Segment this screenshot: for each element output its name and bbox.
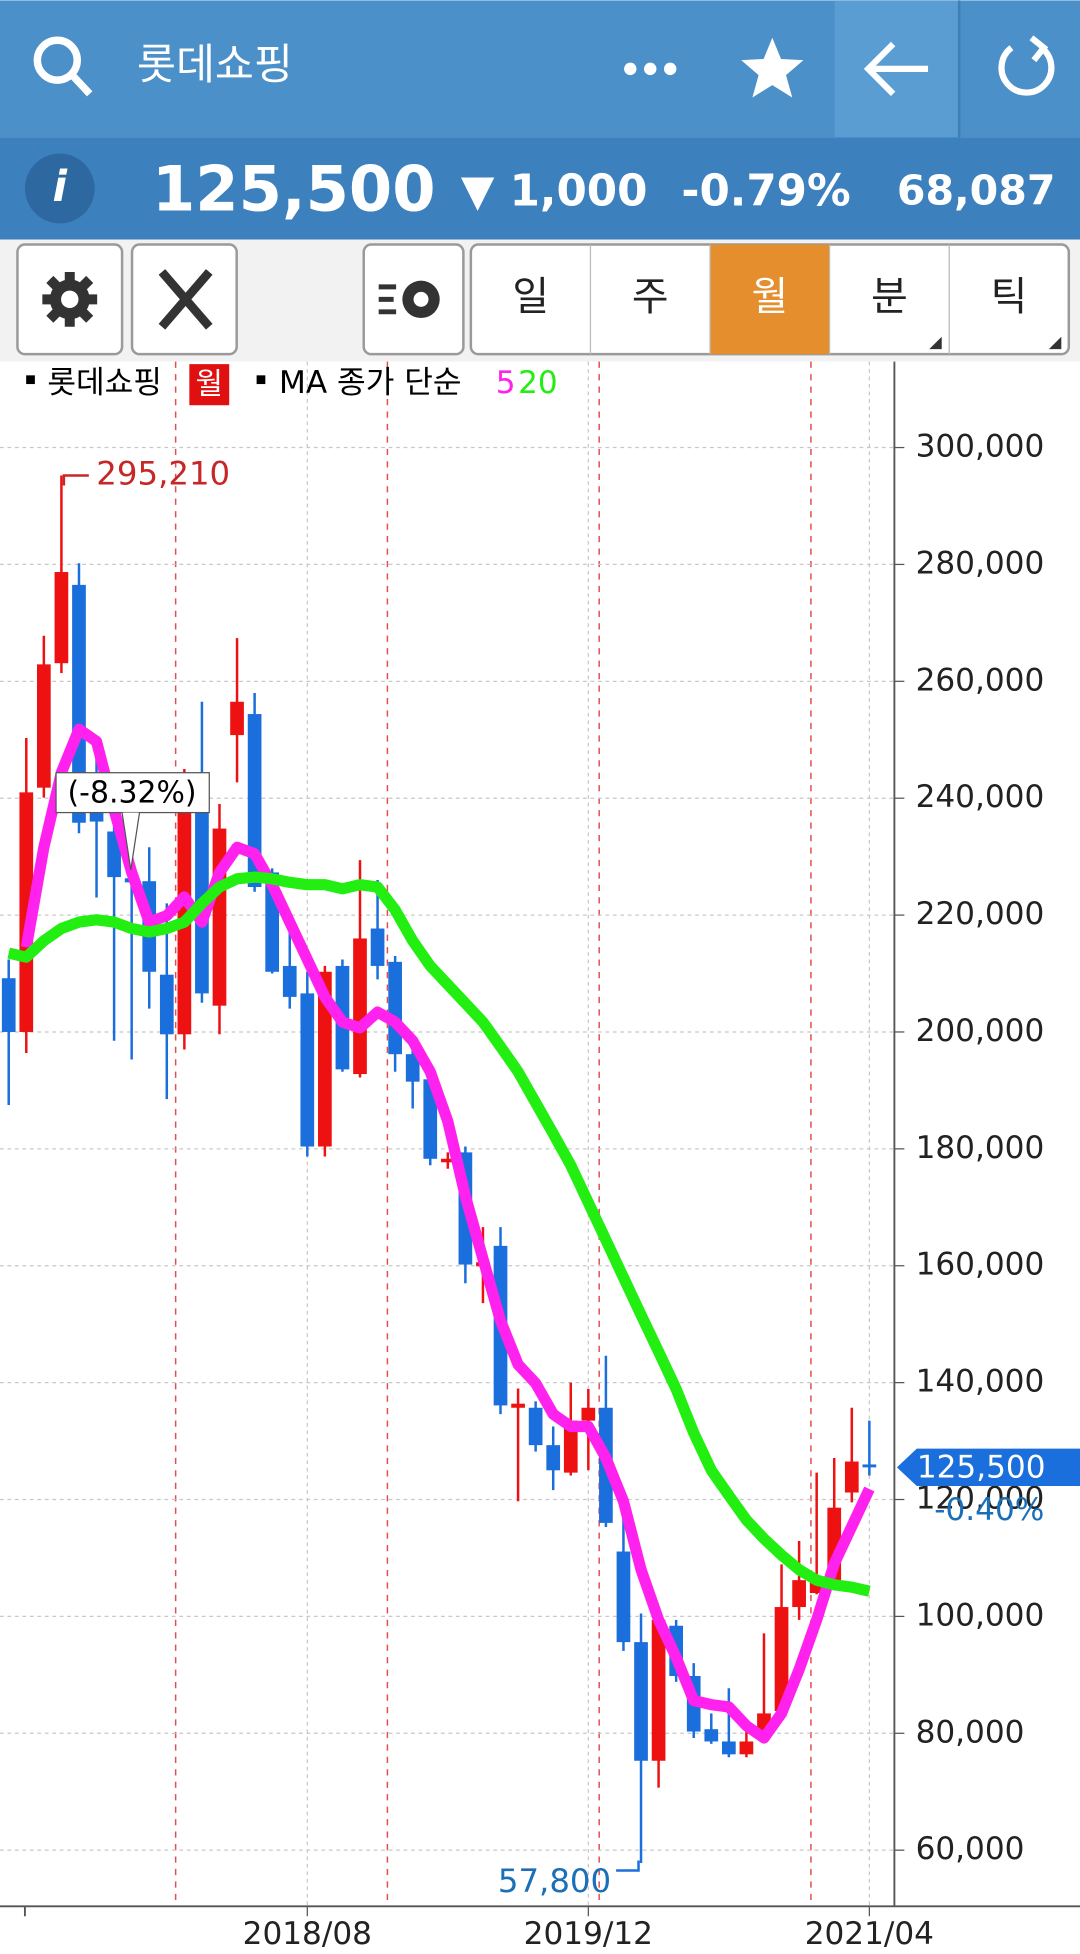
- candle-body: [370, 928, 385, 966]
- period-button[interactable]: 분: [871, 274, 908, 320]
- period-menu-mark: [929, 336, 942, 350]
- period-button[interactable]: 틱: [991, 274, 1028, 320]
- period-button[interactable]: 일: [512, 274, 549, 320]
- candle-body: [405, 1054, 420, 1082]
- indicator-gear-icon: [378, 280, 440, 319]
- candle-body: [634, 1642, 648, 1761]
- legend-ma: MA 종가 단순: [279, 365, 461, 401]
- stock-name: 롯데쇼핑: [137, 40, 293, 89]
- candle-body: [704, 1729, 719, 1742]
- y-tick-label: 200,000: [916, 1013, 1045, 1049]
- price-bar: [0, 137, 1080, 240]
- y-tick-label: 260,000: [916, 662, 1045, 698]
- y-tick-label: 280,000: [916, 545, 1045, 581]
- y-tick-label: 240,000: [916, 779, 1045, 815]
- tooltip-text: (-8.32%): [68, 775, 197, 810]
- x-tick-label: 2018/08: [243, 1916, 372, 1952]
- candle-body: [423, 1079, 438, 1159]
- candle-body: [195, 772, 209, 994]
- legend-period-box: [189, 364, 230, 406]
- x-tick-label: 2019/12: [524, 1916, 653, 1952]
- candle-body: [19, 792, 34, 1032]
- low-label: 57,800: [498, 1862, 611, 1900]
- period-button[interactable]: 월: [751, 274, 788, 320]
- y-tick-label: 140,000: [916, 1364, 1045, 1400]
- candle-body: [353, 938, 367, 1075]
- legend-symbol: 롯데쇼핑: [47, 365, 162, 401]
- volume: 68,087: [897, 166, 1056, 214]
- candle-body: [862, 1464, 877, 1468]
- ma-line: [7, 871, 871, 1597]
- y-tick-label: 300,000: [916, 429, 1045, 465]
- candle-body: [388, 961, 402, 1055]
- candle-body: [107, 831, 121, 878]
- change-percent: -0.79%: [681, 166, 850, 216]
- candle-body: [774, 1607, 789, 1712]
- favorite-star[interactable]: [741, 37, 804, 98]
- x-tick-label: 2021/04: [805, 1916, 934, 1952]
- candle-body: [318, 971, 332, 1147]
- period-button[interactable]: 주: [632, 274, 669, 320]
- y-tick-label: 180,000: [916, 1130, 1045, 1166]
- info-button[interactable]: [24, 153, 95, 224]
- chart-area: [0, 361, 1080, 1954]
- high-pointer: [62, 474, 89, 486]
- ma-line: [20, 723, 875, 1744]
- high-label: 295,210: [96, 455, 230, 493]
- legend-entry: 20: [518, 365, 558, 401]
- candle-body: [809, 1582, 824, 1594]
- candle-body: [563, 1420, 578, 1473]
- candle-body: [36, 664, 51, 788]
- last-price-flag: [896, 1448, 1080, 1487]
- back-arrow[interactable]: [863, 41, 929, 97]
- gear-icon: [42, 271, 98, 327]
- candle-body: [54, 572, 69, 664]
- period-active: [710, 244, 830, 355]
- legend-entry: 5: [496, 365, 516, 401]
- y-tick-label: 120,000: [916, 1481, 1045, 1517]
- more-button[interactable]: [624, 62, 677, 76]
- candle-body: [247, 714, 262, 888]
- candle-body: [651, 1619, 666, 1761]
- candle-body: [230, 701, 244, 736]
- candle-body: [212, 828, 227, 1006]
- price-change: ▼ 1,000: [461, 166, 648, 216]
- tools-icon: [158, 269, 213, 330]
- last-price-label: 125,500: [917, 1450, 1046, 1486]
- candle-body: [792, 1580, 806, 1608]
- candle-body: [511, 1403, 525, 1408]
- legend-period: 월: [196, 367, 224, 402]
- candle-body: [721, 1741, 736, 1755]
- candle-body: [528, 1407, 543, 1446]
- candle-body: [739, 1741, 754, 1755]
- candle-body: [159, 974, 174, 1035]
- low-pointer: [616, 1860, 640, 1872]
- candle-body: [581, 1407, 596, 1421]
- candle-body: [282, 965, 297, 997]
- y-tick-label: 60,000: [916, 1831, 1025, 1867]
- candle-body: [616, 1551, 631, 1643]
- y-tick-label: 100,000: [916, 1597, 1045, 1633]
- current-price: 125,500: [152, 153, 436, 226]
- y-tick-label: 220,000: [916, 896, 1045, 932]
- y-tick-label: 160,000: [916, 1247, 1045, 1283]
- y-tick-label: 80,000: [916, 1714, 1025, 1750]
- candle-body: [844, 1461, 859, 1493]
- info-icon: i: [53, 162, 68, 211]
- tooltip-box: [55, 772, 210, 814]
- candle-body: [1, 978, 16, 1032]
- candle-body: [546, 1445, 561, 1471]
- candle-body: [300, 993, 315, 1147]
- candle-body: [72, 584, 86, 823]
- candle-body: [440, 1158, 455, 1163]
- last-change-label: -0.40%: [934, 1492, 1044, 1528]
- refresh-icon[interactable]: [998, 35, 1055, 96]
- search-icon[interactable]: [33, 36, 93, 97]
